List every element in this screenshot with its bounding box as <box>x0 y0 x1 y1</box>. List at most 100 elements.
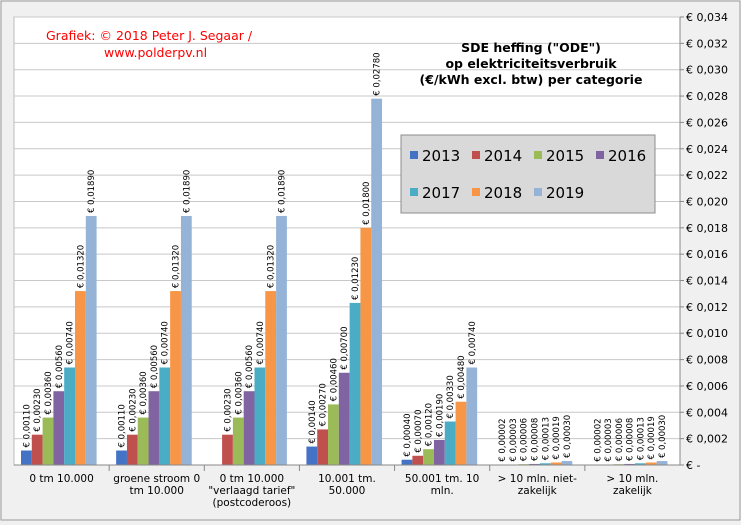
legend-label: 2015 <box>546 147 584 165</box>
legend-label: 2014 <box>484 147 522 165</box>
data-label: € 0,01800 <box>362 182 372 225</box>
x-tick-label: zakelijk <box>613 485 653 497</box>
data-label: € 0,00480 <box>457 355 467 398</box>
data-label: € 0,00560 <box>150 345 160 388</box>
bar <box>86 216 97 465</box>
data-label: € 0,00110 <box>22 404 32 447</box>
legend-swatch <box>472 151 480 159</box>
bar <box>466 367 477 465</box>
chart-title-line-3: (€/kWh excl. btw) per categorie <box>420 72 643 87</box>
y-tick-label: € 0,032 <box>686 37 728 50</box>
data-label: € 0,00140 <box>308 400 318 443</box>
bar <box>402 460 413 465</box>
legend-swatch <box>410 188 418 196</box>
x-tick-label: > 10 mln. niet- <box>498 473 577 485</box>
y-tick-label: € 0,014 <box>686 275 728 288</box>
data-label: € 0,00700 <box>340 326 350 369</box>
y-tick-label: € 0,002 <box>686 433 728 446</box>
data-label: € 0,00560 <box>55 345 65 388</box>
data-label: € 0,00040 <box>403 413 413 456</box>
y-tick-label: € 0,020 <box>686 195 728 208</box>
y-tick-label: € 0,030 <box>686 64 728 77</box>
legend-label: 2018 <box>484 184 522 202</box>
x-tick-label: zakelijk <box>518 485 558 497</box>
bar <box>423 449 434 465</box>
x-tick-label: groene stroom 0 <box>113 473 200 485</box>
data-label: € 0,00002 <box>498 418 508 461</box>
credit-line-2: www.polderpv.nl <box>104 45 207 60</box>
bar <box>149 391 160 465</box>
x-tick-label: (postcoderoos) <box>213 497 292 509</box>
data-label: € 0,00230 <box>33 388 43 431</box>
x-tick-label: tm 10.000 <box>129 485 183 497</box>
bar <box>360 228 371 465</box>
credit-line-1: Grafiek: © 2018 Peter J. Segaar / <box>46 28 253 43</box>
bar <box>412 456 423 465</box>
bar <box>276 216 287 465</box>
chart-title-line-2: op elektriciteitsverbruik <box>445 56 617 71</box>
data-label: € 0,01320 <box>172 245 182 288</box>
bar <box>456 402 467 465</box>
x-tick-label: "verlaagd tarief" <box>208 485 295 497</box>
x-tick-label: 10.001 tm. <box>318 473 376 485</box>
data-label: € 0,00230 <box>128 388 138 431</box>
bar <box>306 447 317 465</box>
bar <box>222 435 233 465</box>
bar <box>43 418 54 465</box>
data-label: € 0,00019 <box>552 416 562 459</box>
y-tick-label: € 0,028 <box>686 90 728 103</box>
bar <box>75 291 86 465</box>
data-label: € 0,00740 <box>66 321 76 364</box>
legend-label: 2016 <box>608 147 646 165</box>
x-tick-label: mln. <box>431 485 454 497</box>
data-label: € 0,00740 <box>161 321 171 364</box>
legend-label: 2017 <box>422 184 460 202</box>
bar <box>265 291 276 465</box>
data-label: € 0,00740 <box>468 321 478 364</box>
bar <box>657 461 668 465</box>
data-label: € 0,01890 <box>182 170 192 213</box>
data-label: € 0,02780 <box>373 52 383 95</box>
y-tick-label: € 0,016 <box>686 248 728 261</box>
data-label: € 0,00030 <box>658 415 668 458</box>
data-label: € 0,00740 <box>256 321 266 364</box>
data-label: € 0,00190 <box>435 394 445 437</box>
data-label: € 0,00460 <box>329 358 339 401</box>
data-label: € 0,00560 <box>245 345 255 388</box>
data-label: € 0,00120 <box>425 403 435 446</box>
legend-label: 2019 <box>546 184 584 202</box>
legend-swatch <box>410 151 418 159</box>
bar <box>434 440 445 465</box>
data-label: € 0,00360 <box>44 371 54 414</box>
bar <box>233 418 244 465</box>
bar <box>127 435 138 465</box>
data-label: € 0,00013 <box>541 417 551 460</box>
x-tick-label: 50.000 <box>329 485 366 497</box>
bar <box>445 422 456 465</box>
data-label: € 0,00019 <box>647 416 657 459</box>
bar <box>32 435 43 465</box>
data-label: € 0,00006 <box>520 418 530 461</box>
legend-swatch <box>534 151 542 159</box>
y-tick-label: € 0,026 <box>686 116 728 129</box>
data-label: € 0,00002 <box>593 418 603 461</box>
x-tick-label: 50.001 tm. 10 <box>405 473 479 485</box>
bar <box>244 391 255 465</box>
data-label: € 0,00013 <box>636 417 646 460</box>
bar <box>371 99 382 465</box>
y-tick-label: € 0,004 <box>686 406 728 419</box>
legend-swatch <box>596 151 604 159</box>
bar <box>339 373 350 465</box>
data-label: € 0,00030 <box>563 415 573 458</box>
y-tick-label: € 0,010 <box>686 327 728 340</box>
data-label: € 0,01320 <box>267 245 277 288</box>
bar <box>317 429 328 465</box>
data-label: € 0,00008 <box>626 418 636 461</box>
data-label: € 0,01230 <box>351 257 361 300</box>
data-label: € 0,00270 <box>319 383 329 426</box>
data-label: € 0,01890 <box>87 170 97 213</box>
bar <box>159 367 170 465</box>
